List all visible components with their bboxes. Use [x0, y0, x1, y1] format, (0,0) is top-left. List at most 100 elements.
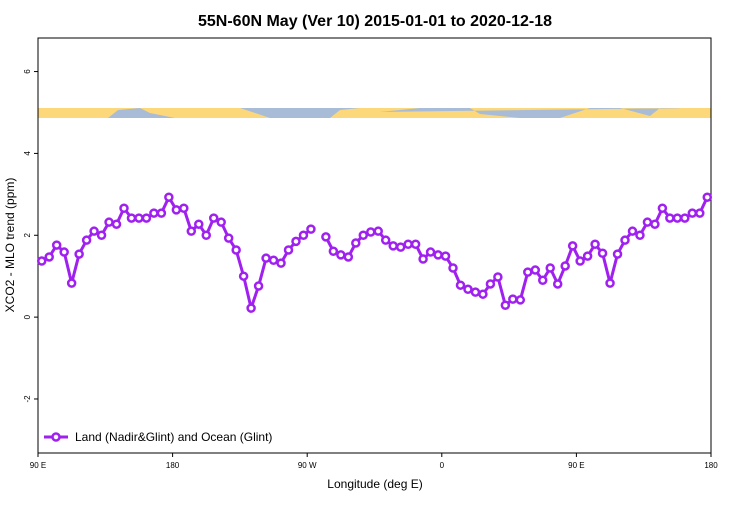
data-point [463, 284, 473, 295]
data-point [433, 250, 443, 260]
data-point [590, 239, 600, 250]
data-point [672, 213, 683, 223]
data-point [538, 275, 548, 286]
data-point [545, 263, 555, 273]
x-axis-label: Longitude (deg E) [327, 477, 422, 491]
data-point [238, 271, 249, 281]
data-point [485, 279, 496, 289]
data-point [403, 239, 413, 250]
data-point [343, 252, 354, 262]
data-point [448, 263, 458, 273]
y-axis-label: XCO2 - MLO trend (ppm) [3, 178, 17, 313]
legend-label: Land (Nadir&Glint) and Ocean (Glint) [75, 430, 272, 444]
x-tick-label: 90 E [568, 461, 584, 470]
data-point [552, 279, 563, 289]
data-point [418, 254, 428, 264]
data-point [395, 242, 406, 252]
data-point [373, 226, 383, 236]
chart-title: 55N-60N May (Ver 10) 2015-01-01 to 2020-… [198, 13, 552, 30]
data-point [650, 219, 660, 229]
data-point [59, 247, 69, 257]
data-point [687, 208, 698, 218]
data-point [119, 203, 129, 214]
data-point [508, 294, 518, 304]
data-point [635, 230, 645, 241]
data-point [126, 213, 137, 223]
data-point [500, 300, 511, 311]
data-point [261, 253, 271, 263]
data-point [96, 230, 107, 241]
data-point [156, 208, 167, 218]
data-point [328, 246, 339, 256]
data-point [612, 249, 623, 259]
y-tick-label: 0 [23, 314, 32, 319]
plot-frame [37, 37, 712, 454]
data-point [642, 217, 653, 227]
data-point [336, 250, 346, 260]
data-point [36, 256, 47, 266]
data-point [523, 267, 533, 277]
y-tick-label: 4 [23, 151, 32, 156]
data-point [567, 241, 578, 251]
data-point [620, 235, 630, 245]
data-point [298, 230, 309, 241]
data-point [358, 230, 369, 241]
data-point [291, 236, 301, 247]
data-point [268, 255, 279, 265]
data-point [560, 261, 570, 271]
data-point [605, 278, 615, 288]
data-point [575, 256, 585, 266]
data-point [515, 295, 526, 305]
data-point [164, 192, 174, 202]
data-point [223, 233, 234, 243]
data-point [201, 230, 211, 241]
data-point [306, 224, 316, 234]
data-point [253, 281, 264, 291]
data-point [51, 240, 62, 250]
data-point [283, 245, 294, 255]
x-tick-label: 90 E [30, 461, 46, 470]
data-point [149, 208, 159, 218]
data-point [410, 239, 421, 250]
data-point [141, 213, 152, 223]
data-point [171, 205, 182, 215]
data-point [208, 213, 219, 223]
data-point [44, 252, 54, 262]
data-point [276, 258, 286, 268]
x-tick-label: 0 [440, 461, 445, 470]
data-point [493, 272, 503, 282]
y-tick-label: 2 [23, 232, 32, 237]
data-point [657, 203, 668, 214]
data-point [380, 235, 391, 245]
data-point [194, 219, 204, 229]
data-point [530, 265, 541, 275]
y-tick-label: 6 [23, 69, 32, 74]
data-point [66, 278, 77, 288]
data-point [186, 226, 197, 236]
data-point [246, 303, 256, 313]
data-point [702, 192, 713, 202]
data-point [111, 219, 122, 229]
data-point [665, 213, 675, 223]
data-point [179, 203, 189, 214]
data-point [597, 248, 608, 259]
data-point [134, 213, 144, 223]
legend-marker [51, 432, 61, 442]
data-point [216, 217, 226, 227]
y-tick-label: -2 [23, 395, 32, 403]
data-point [425, 247, 436, 257]
data-point [470, 287, 481, 297]
data-point [74, 249, 84, 259]
data-point [478, 289, 488, 299]
x-tick-label: 180 [166, 461, 180, 470]
data-point [366, 227, 376, 237]
data-point [81, 235, 92, 245]
x-tick-label: 90 W [298, 461, 317, 470]
data-point [680, 213, 690, 223]
x-tick-label: 180 [704, 461, 718, 470]
data-point [351, 238, 361, 248]
series-line [324, 196, 709, 308]
data-point [104, 217, 114, 227]
data-point [321, 232, 331, 242]
